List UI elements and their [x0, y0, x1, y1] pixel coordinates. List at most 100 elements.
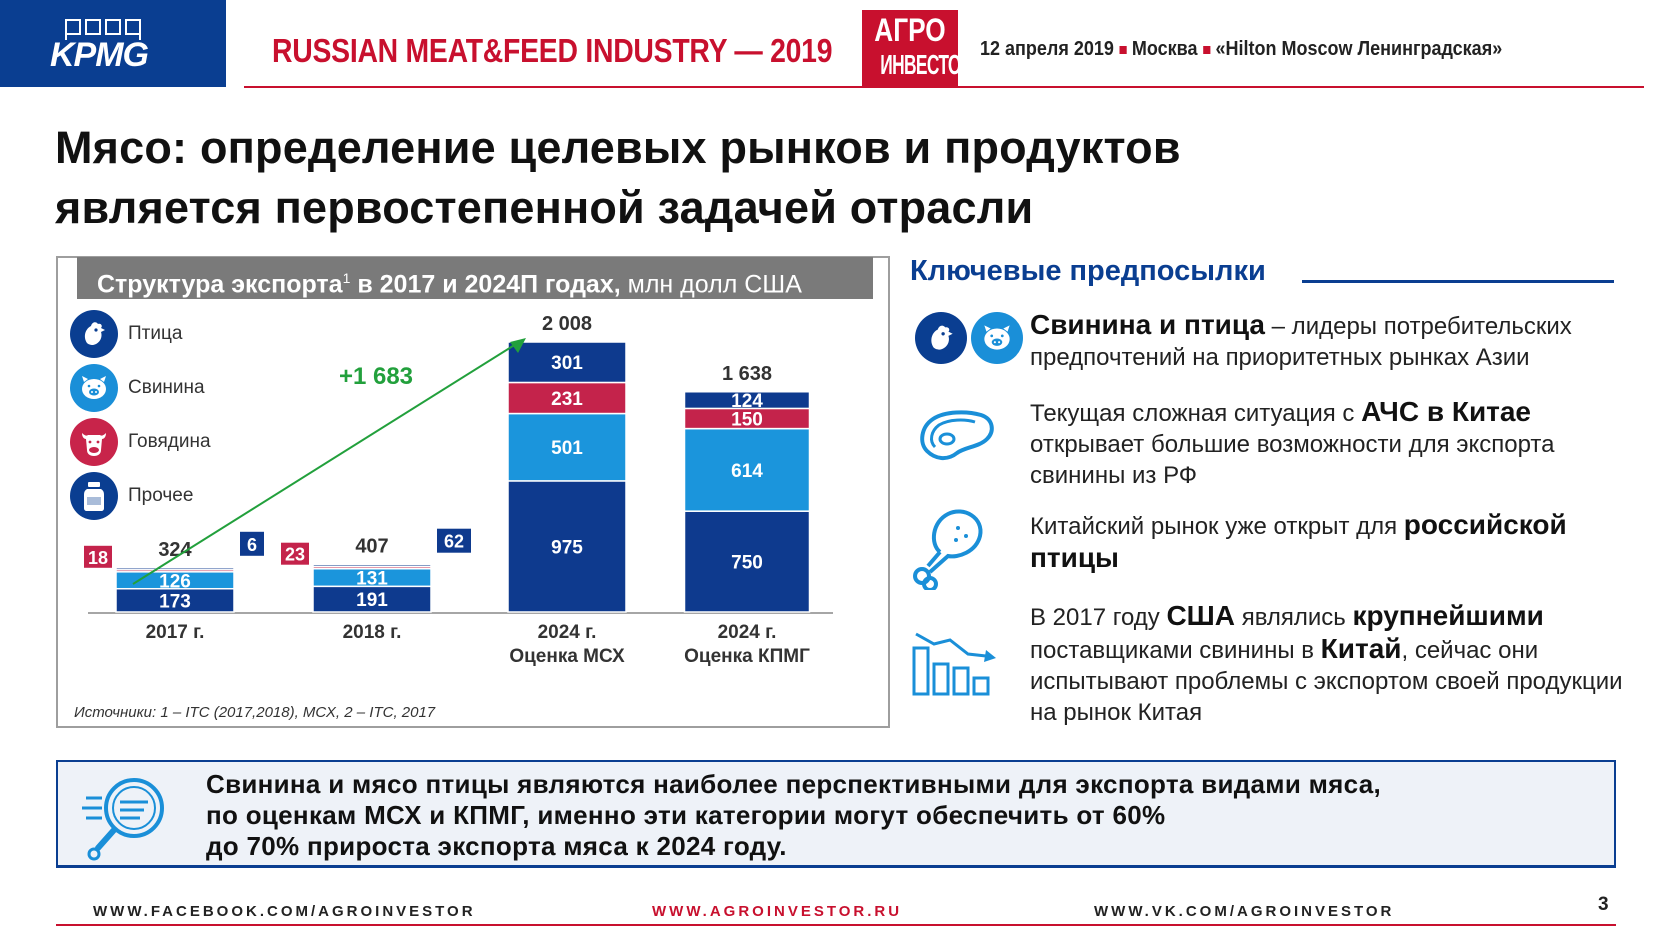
growth-arrow-line: [132, 343, 517, 585]
bar-value-label: 501: [551, 438, 583, 459]
conclusion-line3: до 70% прироста экспорта мяса к 2024 год…: [206, 831, 787, 861]
bar-segment: [683, 510, 811, 613]
footer-divider: [56, 924, 1616, 926]
bar-value-label: 614: [731, 461, 763, 482]
legend-label: Птица: [128, 323, 183, 344]
key-point-text: , сейчас они испытывают проблемы с экспо…: [1030, 637, 1623, 726]
page-title: Мясо: определение целевых рынков и проду…: [55, 118, 1181, 238]
x-tick-label: 2024 г.: [538, 622, 597, 643]
bar-segment: [115, 567, 235, 571]
growth-arrow-head: [510, 338, 526, 353]
page-number: 3: [1598, 894, 1609, 915]
key-point-text: – лидеры потребительских предпочтений на…: [1030, 313, 1572, 371]
x-tick-label: 2024 г.: [718, 622, 777, 643]
header-divider: [244, 86, 1644, 88]
bar-value-label: 231: [551, 389, 583, 410]
bar-value-label: 191: [356, 590, 388, 611]
chicken-drumstick-icon: [913, 509, 983, 590]
agro-logo-line1: АГРО: [874, 12, 946, 48]
bar-value-label: 23: [285, 545, 305, 565]
page-title-line1: Мясо: определение целевых рынков и проду…: [55, 122, 1181, 173]
legend-item-pork: Свинина: [70, 364, 205, 412]
legend-item-beef: Говядина: [70, 418, 211, 466]
conclusion-box: [56, 760, 1616, 868]
x-tick-label: Оценка КПМГ: [684, 646, 810, 667]
declining-chart-icon: [912, 632, 996, 696]
chart-header-bold: Структура экспорта: [97, 270, 343, 299]
x-tick-label: 2018 г.: [343, 622, 402, 643]
key-point-bold: российской птицы: [1030, 509, 1567, 573]
bar-side-tag: [240, 531, 264, 556]
growth-label: +1 683: [339, 363, 413, 390]
legend-label: Говядина: [128, 431, 211, 452]
bar-segment: [312, 563, 432, 568]
bar-total-label: 407: [355, 536, 388, 558]
key-point-3: Китайский рынок уже открыт для российско…: [1030, 509, 1630, 575]
bar-value-label: 750: [731, 553, 763, 574]
bar-value-label: 62: [444, 532, 464, 552]
bar-total-label: 324: [158, 539, 192, 561]
chart-header: Структура экспорта1 в 2017 и 2024П годах…: [77, 257, 873, 299]
bar-total-label: 1 638: [722, 363, 772, 385]
bar-value-label: 131: [356, 569, 388, 590]
chart-sources: Источники: 1 – ITC (2017,2018), МСХ, 2 –…: [74, 704, 436, 721]
separator-square-icon: [1119, 46, 1127, 54]
kpmg-logo-text: KPMG: [50, 36, 149, 74]
bar-value-label: 301: [551, 353, 583, 374]
key-point-bold: АЧС в Китае: [1361, 396, 1532, 427]
key-point-text: поставщиками свинины в: [1030, 637, 1321, 664]
x-tick-label: Оценка МСХ: [509, 646, 625, 667]
key-point-text: открывает большие возможности для экспор…: [1030, 431, 1555, 489]
bar-value-label: 173: [159, 591, 191, 612]
jar-icon: [70, 472, 118, 520]
bar-segment: [683, 391, 811, 410]
chicken-icon: [915, 312, 967, 364]
bar-value-label: 126: [159, 571, 191, 592]
key-point-2: Текущая сложная ситуация с АЧС в Китае о…: [1030, 396, 1630, 491]
key-point-1: Свинина и птица – лидеры потребительских…: [1030, 309, 1630, 373]
pig-icon: [70, 364, 118, 412]
bar-segment: [683, 427, 811, 512]
bar-segment: [312, 585, 432, 613]
page-title-line2: является первостепенной задачей отрасли: [55, 182, 1034, 233]
key-point-text: Текущая сложная ситуация с: [1030, 400, 1362, 427]
bar-segment: [507, 341, 627, 384]
legend-label: Прочее: [128, 485, 194, 506]
agroinvestor-logo: АГРО ИНВЕСТОР: [862, 10, 972, 86]
footer-vk-link[interactable]: WWW.VK.COM/AGROINVESTOR: [1094, 903, 1395, 920]
separator-square-icon: [1202, 46, 1211, 54]
bar-side-tag: [281, 542, 309, 565]
bar-side-tag: [437, 528, 471, 553]
footer-site-link[interactable]: WWW.AGROINVESTOR.RU: [652, 903, 903, 920]
magnifier-document-icon: [82, 778, 164, 861]
bar-value-label: 124: [731, 391, 763, 412]
kpmg-logo-icon: [65, 19, 141, 40]
key-point-bold: Китай: [1320, 633, 1402, 664]
event-venue: «Hilton Moscow Ленинградская»: [1215, 38, 1503, 60]
key-point-bold: Свинина и птица: [1030, 309, 1265, 340]
bar-segment: [507, 381, 627, 415]
key-point-text: Китайский рынок уже открыт для: [1030, 513, 1404, 540]
agro-logo-line2: ИНВЕСТОР: [880, 49, 972, 80]
x-tick-label: 2017 г.: [146, 622, 205, 643]
key-point-bold: США: [1166, 600, 1236, 631]
footer-facebook-link[interactable]: WWW.FACEBOOK.COM/AGROINVESTOR: [93, 903, 476, 920]
conclusion-text: Свинина и мясо птицы являются наиболее п…: [206, 769, 1381, 862]
pig-icon: [971, 312, 1023, 364]
cow-icon: [70, 418, 118, 466]
bar-segment: [507, 480, 627, 613]
legend-label: Свинина: [128, 377, 205, 398]
chart-header-bold2: в 2017 и 2024П годах,: [350, 270, 621, 299]
chart-header-footnote: 1: [342, 270, 351, 286]
conclusion-line1: Свинина и мясо птицы являются наиболее п…: [206, 769, 1381, 799]
event-meta: 12 апреля 2019 Москва «Hilton Moscow Ленин…: [980, 38, 1502, 61]
bar-value-label: 18: [88, 548, 108, 568]
bar-segment: [507, 412, 627, 482]
event-city: Москва: [1131, 38, 1198, 60]
bar-total-label: 2 008: [542, 313, 592, 335]
bar-value-label: 6: [247, 535, 257, 555]
key-point-4: В 2017 году США являлись крупнейшими пос…: [1030, 600, 1630, 728]
bar-value-label: 150: [731, 410, 763, 431]
kpmg-logo-box: KPMG: [0, 0, 226, 87]
